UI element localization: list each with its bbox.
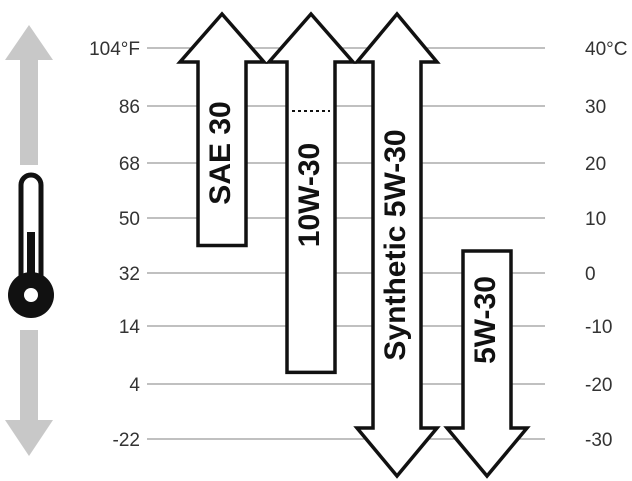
right-tick-label: 40°C: [585, 39, 627, 60]
oil-range-label: Synthetic 5W-30: [379, 129, 412, 360]
left-tick-label: 32: [119, 264, 140, 285]
left-tick-label: 104°F: [89, 39, 140, 60]
oil-range-label: SAE 30: [204, 101, 237, 204]
left-tick-label: -22: [113, 430, 140, 451]
left-tick-label: 50: [119, 209, 140, 230]
left-tick-label: 14: [119, 317, 141, 338]
oil-range-arrow: [353, 11, 441, 479]
right-tick-label: -10: [585, 317, 612, 338]
right-tick-label: 10: [585, 209, 606, 230]
colder-arrow-icon: [5, 330, 53, 456]
oil-range-arrows: SAE 30 10W-30 Synthetic 5W-30 5W-30: [176, 11, 531, 479]
oil-range-label: 10W-30: [293, 143, 326, 247]
oil-range-arrow: [443, 249, 531, 479]
right-tick-label: -30: [585, 430, 612, 451]
oil-range-label: 5W-30: [469, 276, 502, 364]
right-axis-celsius: 40°C 30 20 10 0 -10 -20 -30: [585, 39, 627, 451]
right-tick-label: 0: [585, 264, 596, 285]
right-tick-label: 20: [585, 154, 606, 175]
left-tick-label: 86: [119, 97, 140, 118]
right-tick-label: 30: [585, 97, 606, 118]
oil-range-arrow: [176, 11, 268, 248]
thermometer-icon: [8, 172, 54, 318]
left-axis-fahrenheit: 104°F 86 68 50 32 14 4 -22: [89, 39, 140, 451]
oil-range-arrow: [265, 11, 357, 375]
left-tick-label: 4: [129, 375, 140, 396]
left-tick-label: 68: [119, 154, 140, 175]
right-tick-label: -20: [585, 375, 612, 396]
warmer-arrow-icon: [5, 25, 53, 165]
